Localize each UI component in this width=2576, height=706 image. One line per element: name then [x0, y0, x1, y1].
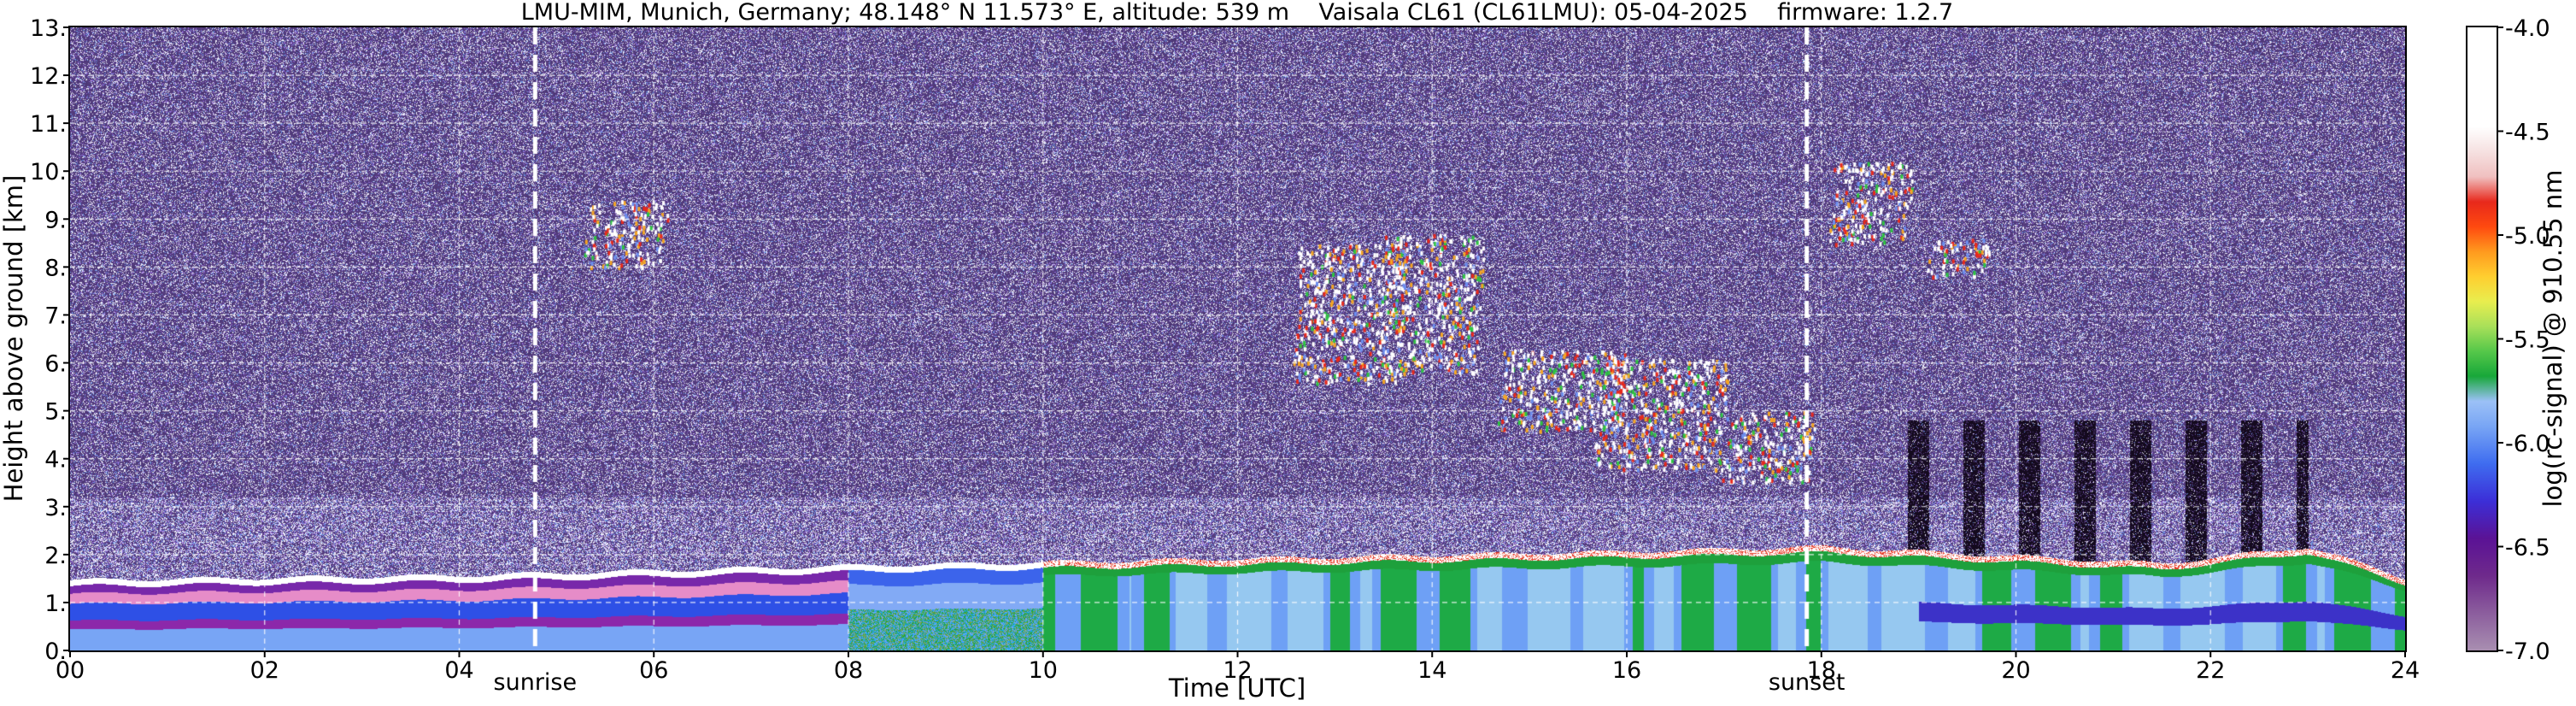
- colorbar-tick-label: -6.0: [2505, 431, 2550, 457]
- x-axis-label: Time [UTC]: [1168, 674, 1306, 703]
- backscatter-heatmap: [68, 26, 2407, 652]
- y-axis-ticks: 0. 1. 2. 3. 4. 5. 6. 7. 8. 9. 10. 11. 12. 13.: [30, 15, 70, 665]
- y-tick-label: 9.: [44, 207, 67, 233]
- sun-event-labels: sunrise sunset: [494, 669, 1845, 696]
- y-tick-label: 3.: [44, 495, 67, 521]
- y-tick-label: 12.: [30, 63, 67, 90]
- y-tick-label: 2.: [44, 543, 67, 569]
- colorbar-tick-label: -7.0: [2505, 638, 2550, 665]
- colorbar-tick-label: -4.5: [2505, 120, 2550, 146]
- colorbar-tick-label: -5.5: [2505, 327, 2550, 354]
- y-tick-label: 11.: [30, 111, 67, 138]
- chart-title: LMU-MIM, Munich, Germany; 48.148° N 11.5…: [521, 0, 1954, 26]
- x-tick-label: 22: [2196, 657, 2225, 684]
- sunrise-label: sunrise: [494, 669, 578, 696]
- y-tick-label: 7.: [44, 303, 67, 329]
- x-axis-ticks: 00 02 04 06 08 10 12 14 16 18 20 22 24: [56, 650, 2420, 684]
- colorbar-tick-label: -5.0: [2505, 223, 2550, 250]
- x-tick-label: 14: [1417, 657, 1446, 684]
- x-tick-label: 20: [2001, 657, 2030, 684]
- y-axis-label: Height above ground [km]: [0, 175, 28, 503]
- colorbar-tick-label: -6.5: [2505, 535, 2550, 562]
- y-tick-label: 8.: [44, 255, 67, 281]
- colorbar: [2466, 26, 2498, 652]
- x-tick-label: 08: [834, 657, 863, 684]
- x-tick-label: 24: [2391, 657, 2420, 684]
- x-tick-label: 18: [1807, 657, 1836, 684]
- x-tick-label: 10: [1029, 657, 1058, 684]
- x-tick-label: 12: [1223, 657, 1252, 684]
- x-tick-label: 16: [1612, 657, 1641, 684]
- x-tick-label: 04: [444, 657, 473, 684]
- y-tick-label: 13.: [30, 15, 67, 42]
- sunset-label: sunset: [1769, 669, 1845, 696]
- y-tick-label: 1.: [44, 591, 67, 617]
- y-tick-label: 10.: [30, 159, 67, 185]
- colorbar-tick-label: -4.0: [2505, 15, 2550, 42]
- y-tick-label: 4.: [44, 447, 67, 474]
- x-tick-label: 00: [56, 657, 85, 684]
- x-tick-label: 02: [250, 657, 279, 684]
- colorbar-ticks: -4.0 -4.5 -5.0 -5.5 -6.0 -6.5 -7.0: [2497, 15, 2550, 665]
- y-tick-label: 6.: [44, 351, 67, 378]
- y-tick-label: 5.: [44, 399, 67, 426]
- colorbar-label: log(rc-signal) @ 910.55 nm: [2538, 169, 2567, 507]
- x-tick-label: 06: [639, 657, 668, 684]
- y-tick-label: 0.: [44, 638, 67, 665]
